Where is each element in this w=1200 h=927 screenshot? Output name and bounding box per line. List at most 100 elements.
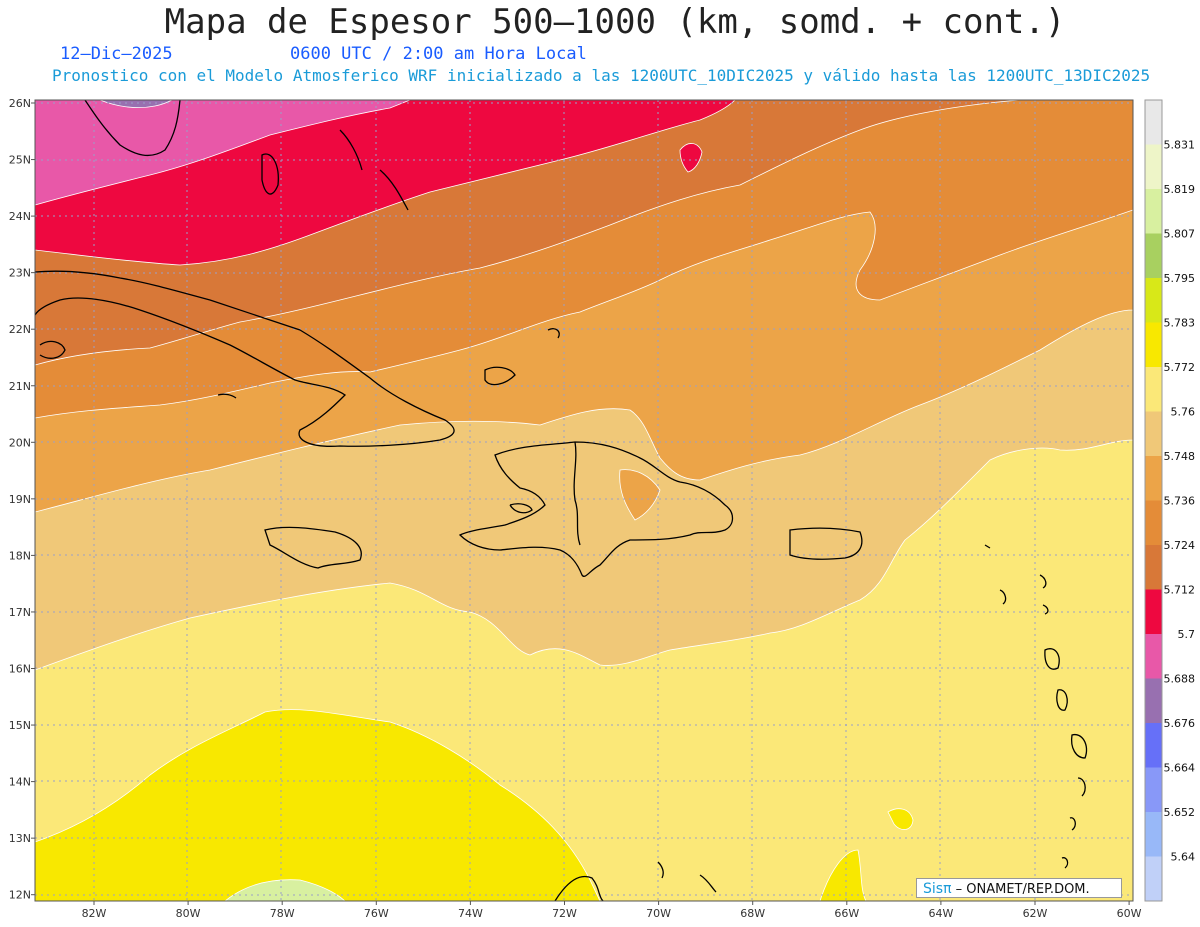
cuba-coast (35, 270, 455, 447)
colorbar-label: 5.819 (1164, 183, 1196, 196)
jamaica-coast (264, 526, 362, 569)
colorbar-swatch (1145, 411, 1162, 457)
band-5-772 (35, 709, 601, 901)
bahamas-andros (261, 153, 279, 195)
lon-tick-label: 78W (270, 907, 295, 920)
colorbar-swatch (1145, 500, 1162, 546)
colorbar-swatch (1145, 100, 1162, 145)
st-vincent (1069, 817, 1076, 831)
colorbar-swatch (1145, 545, 1162, 590)
band-5-676 (99, 100, 173, 108)
lat-tick-label: 17N (9, 606, 31, 619)
bahamas-abaco (339, 129, 363, 171)
colorbar-label: 5.712 (1164, 584, 1196, 597)
isla-juventud (39, 340, 66, 359)
colorbar-swatch (1145, 144, 1162, 190)
date-label: 12–Dic–2025 (60, 44, 173, 64)
martinique (1070, 733, 1088, 759)
leeward-islands (984, 544, 1049, 615)
lon-tick-label: 80W (176, 907, 201, 920)
lat-tick-label: 19N (9, 493, 31, 506)
colorbar-label: 5.724 (1164, 539, 1196, 552)
colorbar-label: 5.7 (1178, 628, 1196, 641)
map-title: Mapa de Espesor 500–1000 (km, somd. + co… (164, 2, 1066, 42)
colorbar-label: 5.795 (1164, 272, 1196, 285)
coastlines (35, 100, 1088, 901)
bahamas-inagua (484, 366, 516, 386)
lat-tick-label: 21N (9, 380, 31, 393)
colorbar-swatch (1145, 767, 1162, 813)
guadeloupe (1044, 648, 1060, 670)
longitude-labels: 82W 80W 78W 76W 74W 72W 70W 68W 66W 64W 62W 60W (82, 901, 1142, 920)
colorbar-swatch (1145, 589, 1162, 635)
colorbar-swatch (1145, 233, 1162, 279)
lon-tick-label: 72W (552, 907, 577, 920)
lat-tick-label: 12N (9, 889, 31, 902)
map-frame (34, 99, 1134, 902)
lon-tick-label: 60W (1117, 907, 1142, 920)
lat-tick-label: 13N (9, 832, 31, 845)
lon-tick-label: 66W (834, 907, 859, 920)
colorbar-swatch (1145, 322, 1162, 368)
colorbar-label: 5.64 (1171, 851, 1196, 864)
latitude-labels: 26N 25N 24N 23N 22N 21N 20N 19N 18N 17N 16N 15N 14N 1… (9, 97, 35, 902)
colorbar-swatch (1145, 723, 1162, 768)
colorbar-label: 5.664 (1164, 762, 1196, 775)
lat-tick-label: 14N (9, 776, 31, 789)
band-5-772-small (819, 849, 867, 901)
bahamas-eleuthera (379, 169, 409, 211)
colorbar-label: 5.676 (1164, 717, 1196, 730)
aruba-curacao (657, 861, 717, 893)
lat-tick-label: 25N (9, 154, 31, 167)
lon-tick-label: 62W (1023, 907, 1048, 920)
lon-tick-label: 68W (740, 907, 765, 920)
colorbar-label: 5.688 (1164, 673, 1196, 686)
colorbar-swatch (1145, 367, 1162, 412)
florida-coast (84, 100, 181, 157)
colorbar-label: 5.831 (1164, 139, 1196, 152)
hispaniola-coast (458, 441, 734, 577)
thickness-fill (35, 100, 1133, 901)
colorbar-swatch (1145, 456, 1162, 501)
colorbar-label: 5.652 (1164, 806, 1196, 819)
colorbar-swatch (1145, 678, 1162, 724)
colorbar-swatch (1145, 278, 1162, 323)
colorbar-label: 5.807 (1164, 228, 1196, 241)
dominica (1056, 689, 1068, 711)
credit-text: – ONAMET/REP.DOM. (955, 882, 1090, 897)
band-5-688 (35, 100, 411, 206)
colorbar-frame (1144, 99, 1163, 902)
lat-tick-label: 23N (9, 267, 31, 280)
colorbar: 5.831 5.819 5.807 5.795 5.783 5.772 5.76 5.748 5… (1144, 99, 1196, 902)
puerto-rico-coast (789, 527, 863, 560)
colorbar-swatch (1145, 856, 1162, 902)
lon-tick-label: 74W (458, 907, 483, 920)
time-label: 0600 UTC / 2:00 am Hora Local (290, 44, 587, 64)
gonave-island (509, 503, 533, 514)
grenada (1061, 857, 1069, 869)
colorbar-label: 5.783 (1164, 317, 1196, 330)
lat-tick-label: 20N (9, 436, 31, 449)
colorbar-swatch (1145, 634, 1162, 679)
caicos-islands (547, 328, 560, 339)
credit-box: Sisπ – ONAMET/REP.DOM. (916, 878, 1122, 898)
colorbar-label: 5.76 (1171, 406, 1196, 419)
graticule (35, 100, 1133, 901)
cayman-islands (217, 393, 237, 399)
colorbar-swatch (1145, 189, 1162, 234)
colorbar-swatch (1145, 812, 1162, 857)
sispi-logo: Sisπ (923, 881, 952, 897)
lat-tick-label: 16N (9, 663, 31, 676)
run-info: Pronostico con el Modelo Atmosferico WRF… (52, 66, 1151, 85)
lat-tick-label: 26N (9, 97, 31, 110)
lon-tick-label: 82W (82, 907, 107, 920)
st-lucia (1077, 777, 1086, 797)
colorbar-label: 5.736 (1164, 495, 1196, 508)
lat-tick-label: 22N (9, 323, 31, 336)
lat-tick-label: 15N (9, 719, 31, 732)
haiti-border (573, 441, 581, 546)
colorbar-label: 5.772 (1164, 361, 1196, 374)
lat-tick-label: 24N (9, 210, 31, 223)
colorbar-label: 5.748 (1164, 450, 1196, 463)
